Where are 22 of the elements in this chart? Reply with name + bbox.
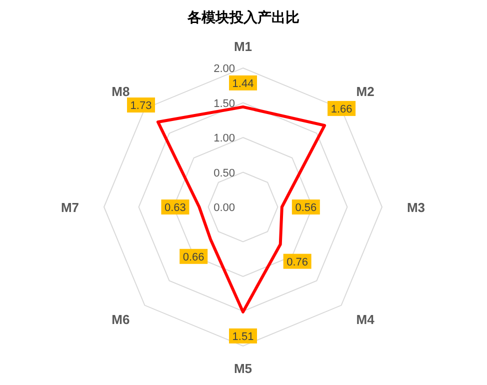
data-label: 0.56 <box>295 202 317 214</box>
chart-title: 各模块投入产出比 <box>186 9 300 25</box>
y-tick-label: 0.00 <box>214 202 235 214</box>
data-label: 0.66 <box>182 251 204 264</box>
data-label: 1.73 <box>130 100 152 112</box>
data-label: 0.63 <box>164 202 186 214</box>
data-label: 1.44 <box>232 78 254 90</box>
spoke-label: M4 <box>356 312 376 327</box>
spoke-label: M3 <box>406 200 426 215</box>
spoke-label: M5 <box>234 361 252 376</box>
y-tick-label: 2.00 <box>214 63 235 75</box>
spoke-label: M6 <box>112 312 130 327</box>
spoke-label: M1 <box>234 39 252 54</box>
spoke-label: M8 <box>112 84 130 100</box>
spoke-label: M2 <box>356 84 374 100</box>
data-label: 0.76 <box>286 256 308 268</box>
y-tick-label: 0.50 <box>214 167 235 180</box>
y-tick-label: 1.00 <box>214 132 235 144</box>
spoke-label: M7 <box>60 200 80 215</box>
data-label: 1.51 <box>232 330 254 343</box>
y-tick-label: 1.50 <box>214 98 235 110</box>
data-label: 1.66 <box>330 103 352 116</box>
